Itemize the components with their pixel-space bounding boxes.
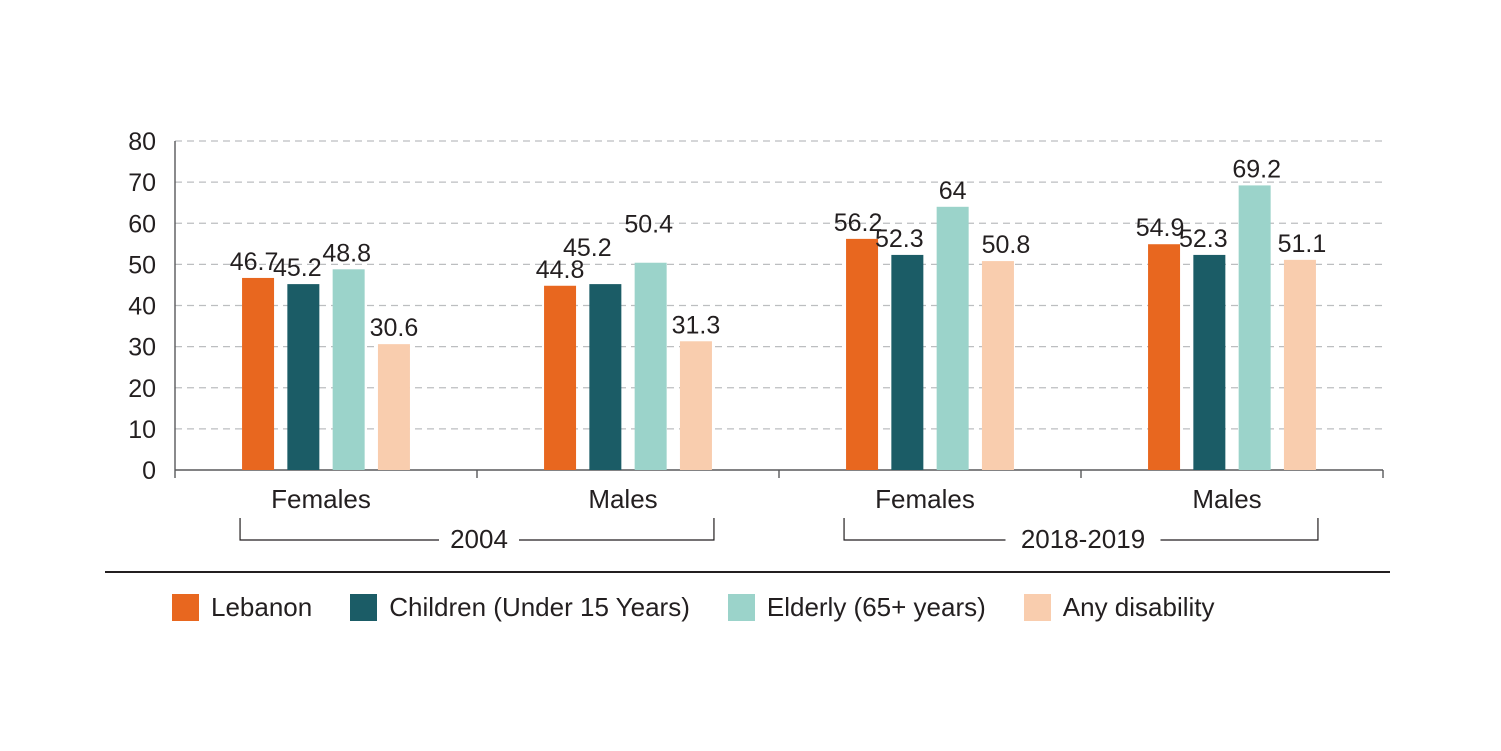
bar-elderly-65-years-3 <box>1238 185 1271 471</box>
data-label: 64 <box>939 177 967 205</box>
data-label: 52.3 <box>1179 225 1228 253</box>
data-label: 50.8 <box>982 231 1031 259</box>
data-label: 45.2 <box>273 254 322 282</box>
group-brackets: 2004 2018-2019 <box>239 518 1319 554</box>
bar-children-under-15-years-2 <box>891 254 924 470</box>
legend-label: Any disability <box>1062 592 1215 622</box>
data-label: 48.8 <box>322 239 371 267</box>
legend-swatch <box>727 594 755 621</box>
bar-any-disability-1 <box>679 341 712 470</box>
bar-children-under-15-years-0 <box>287 284 320 470</box>
legend-label: Elderly (65+ years) <box>766 592 986 622</box>
legend-swatch <box>1023 594 1051 621</box>
bar-children-under-15-years-3 <box>1193 254 1226 470</box>
y-tick-label: 80 <box>128 128 156 156</box>
group-bracket <box>843 518 1319 541</box>
y-tick-label: 70 <box>128 169 156 197</box>
bar-lebanon-0 <box>242 277 275 470</box>
bar-any-disability-3 <box>1283 259 1316 470</box>
y-tick-label: 50 <box>128 251 156 279</box>
data-label: 44.8 <box>536 256 585 284</box>
legend-label: Children (Under 15 Years) <box>389 592 690 622</box>
y-tick-label: 30 <box>128 334 156 362</box>
group-bracket <box>239 518 715 541</box>
legend-item: Children (Under 15 Years) <box>350 592 690 623</box>
data-label: 45.2 <box>563 234 612 262</box>
legend-item: Lebanon <box>172 592 312 623</box>
legend-swatch <box>172 594 199 621</box>
bar-any-disability-2 <box>981 261 1014 470</box>
category-label: Females <box>875 484 975 514</box>
data-label: 69.2 <box>1232 155 1281 183</box>
group-label: 2004 <box>450 524 508 554</box>
legend-item: Any disability <box>1023 592 1215 623</box>
y-tick-label: 0 <box>142 457 156 485</box>
legend-item: Elderly (65+ years) <box>727 592 986 623</box>
category-labels: Females Males Females Males <box>271 484 1262 514</box>
bars <box>242 185 1316 471</box>
bar-lebanon-3 <box>1148 244 1181 470</box>
category-label: Females <box>271 484 371 514</box>
bar-lebanon-1 <box>544 285 577 470</box>
data-label: 30.6 <box>370 314 419 342</box>
data-label: 51.1 <box>1278 230 1327 258</box>
bar-elderly-65-years-1 <box>634 262 667 470</box>
y-tick-label: 40 <box>128 293 156 321</box>
data-labels: 46.7 44.8 56.2 54.9 45.2 45.2 52.3 52.3 48.8 50.4… <box>230 155 1327 342</box>
category-label: Males <box>588 484 657 514</box>
bar-elderly-65-years-2 <box>936 206 969 471</box>
legend: Lebanon Children (Under 15 Years) Elderly … <box>172 592 1253 623</box>
category-label: Males <box>1192 484 1261 514</box>
data-label: 56.2 <box>834 209 883 237</box>
bar-children-under-15-years-1 <box>589 284 622 470</box>
legend-swatch <box>350 594 378 621</box>
bar-any-disability-0 <box>377 344 410 470</box>
legend-label: Lebanon <box>211 592 313 622</box>
data-label: 31.3 <box>672 311 721 339</box>
gridlines <box>175 140 1383 430</box>
data-label: 50.4 <box>624 211 673 239</box>
y-tick-label: 20 <box>128 375 156 403</box>
bar-elderly-65-years-0 <box>332 269 365 470</box>
group-label: 2018-2019 <box>1021 524 1145 554</box>
data-label: 54.9 <box>1136 214 1185 242</box>
y-tick-label: 60 <box>128 210 156 238</box>
data-label: 52.3 <box>875 225 924 253</box>
axes: 0 10 20 30 40 50 60 70 80 <box>128 128 1384 485</box>
y-tick-label: 10 <box>128 416 156 444</box>
data-label: 46.7 <box>230 248 279 276</box>
bar-lebanon-2 <box>846 238 879 470</box>
